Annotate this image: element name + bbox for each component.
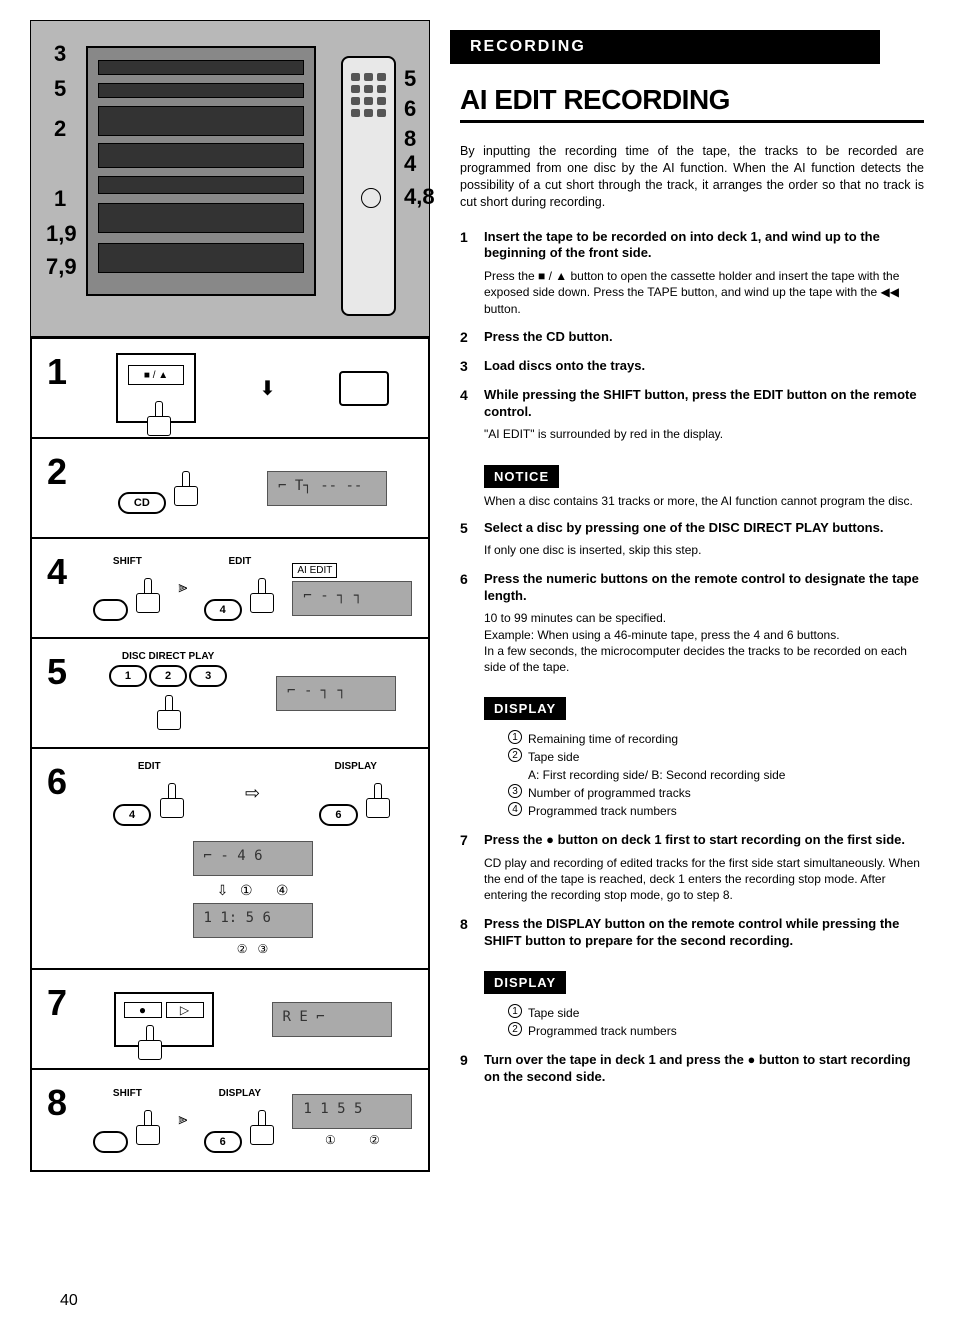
stereo-unit	[86, 46, 316, 296]
step-panel-2: 2 CD ⌐ T┐ -- --	[32, 439, 428, 539]
page-title: AI EDIT RECORDING	[460, 84, 924, 123]
disc-button: 1	[109, 665, 147, 687]
disc-button: 3	[189, 665, 227, 687]
display-button: 6	[204, 1131, 242, 1153]
edit-button: 4	[113, 804, 151, 826]
arrow-icon: ⇨	[242, 784, 262, 804]
display-label: DISPLAY	[484, 697, 566, 720]
step-panel-6: 6 EDIT 4 ⇨ DISPLAY 6 ⌐ - 4 6	[32, 749, 428, 970]
section-header: RECORDING	[450, 30, 880, 64]
instruction-3: 3 Load discs onto the trays.	[460, 358, 924, 375]
display-label: DISPLAY	[484, 971, 566, 994]
instruction-7: 7 Press the ● button on deck 1 first to …	[460, 832, 924, 903]
display-readout: 1 1 5 5	[292, 1094, 412, 1129]
instruction-6: 6 Press the numeric buttons on the remot…	[460, 571, 924, 676]
display-button: 6	[319, 804, 357, 826]
step-number: 1	[47, 351, 77, 393]
display-readout: ⌐ - ┐ ┐	[276, 676, 396, 711]
callout: 5	[404, 66, 416, 92]
cd-button: CD	[118, 492, 166, 514]
display-readout: ⌐ T┐ -- --	[267, 471, 387, 506]
step-number: 6	[47, 761, 77, 803]
instruction-8: 8 Press the DISPLAY button on the remote…	[460, 916, 924, 950]
left-column: 3 5 2 1 1,9 7,9 5 6 8 4 4,8 1 ■ /	[30, 20, 430, 1172]
step-number: 2	[47, 451, 77, 493]
cassette-icon	[339, 371, 389, 406]
edit-button: 4	[204, 599, 242, 621]
deck-icon: ■ / ▲	[116, 353, 196, 423]
step-number: 5	[47, 651, 77, 693]
callout: 7,9	[46, 254, 77, 280]
instruction-4: 4 While pressing the SHIFT button, press…	[460, 387, 924, 443]
instruction-5: 5 Select a disc by pressing one of the D…	[460, 520, 924, 559]
notice-label: NOTICE	[484, 465, 559, 488]
step-panel-7: 7 ● ▷ R E ⌐	[32, 970, 428, 1070]
deck-icon: ● ▷	[114, 992, 214, 1047]
shift-button	[93, 1131, 128, 1153]
callout: 4	[404, 151, 416, 177]
step-number: 8	[47, 1082, 77, 1124]
right-column: RECORDING AI EDIT RECORDING By inputting…	[460, 20, 924, 1172]
display-list: 1Tape side 2Programmed track numbers	[508, 1004, 924, 1040]
display-readout: R E ⌐	[272, 1002, 392, 1037]
disc-button: 2	[149, 665, 187, 687]
intro-text: By inputting the recording time of the t…	[460, 143, 924, 211]
step-panel-8: 8 SHIFT ⫸ DISPLAY 6 1 1 5 5	[32, 1070, 428, 1170]
step-panel-4: 4 SHIFT ⫸ EDIT 4 AI EDIT ⌐	[32, 539, 428, 639]
device-diagram: 3 5 2 1 1,9 7,9 5 6 8 4 4,8	[30, 20, 430, 337]
notice-text: When a disc contains 31 tracks or more, …	[484, 494, 924, 508]
instruction-1: 1 Insert the tape to be recorded on into…	[460, 229, 924, 317]
callout: 1	[54, 186, 66, 212]
step-number: 7	[47, 982, 77, 1024]
step-panel-5: 5 DISC DIRECT PLAY 1 2 3 ⌐ - ┐ ┐	[32, 639, 428, 749]
display-list: 1Remaining time of recording 2Tape side …	[508, 730, 924, 820]
step-panels: 1 ■ / ▲ ⬇ 2 CD ⌐ T┐	[30, 337, 430, 1172]
shift-button	[93, 599, 128, 621]
callout: 1,9	[46, 221, 77, 247]
display-readout: 1 1: 5 6	[193, 903, 313, 938]
callout: 6	[404, 96, 416, 122]
callout: 2	[54, 116, 66, 142]
instruction-2: 2 Press the CD button.	[460, 329, 924, 346]
press-icon: ⫸	[178, 579, 187, 597]
display-readout: ⌐ - 4 6	[193, 841, 313, 876]
remote-control	[341, 56, 396, 316]
press-icon: ⫸	[178, 1111, 187, 1129]
callout: 8	[404, 126, 416, 152]
callout: 5	[54, 76, 66, 102]
callout: 4,8	[404, 184, 435, 210]
step-number: 4	[47, 551, 77, 593]
callout: 3	[54, 41, 66, 67]
page-number: 40	[60, 1292, 78, 1310]
instruction-9: 9 Turn over the tape in deck 1 and press…	[460, 1052, 924, 1086]
step-panel-1: 1 ■ / ▲ ⬇	[32, 339, 428, 439]
display-readout: ⌐ - ┐ ┐	[292, 581, 412, 616]
